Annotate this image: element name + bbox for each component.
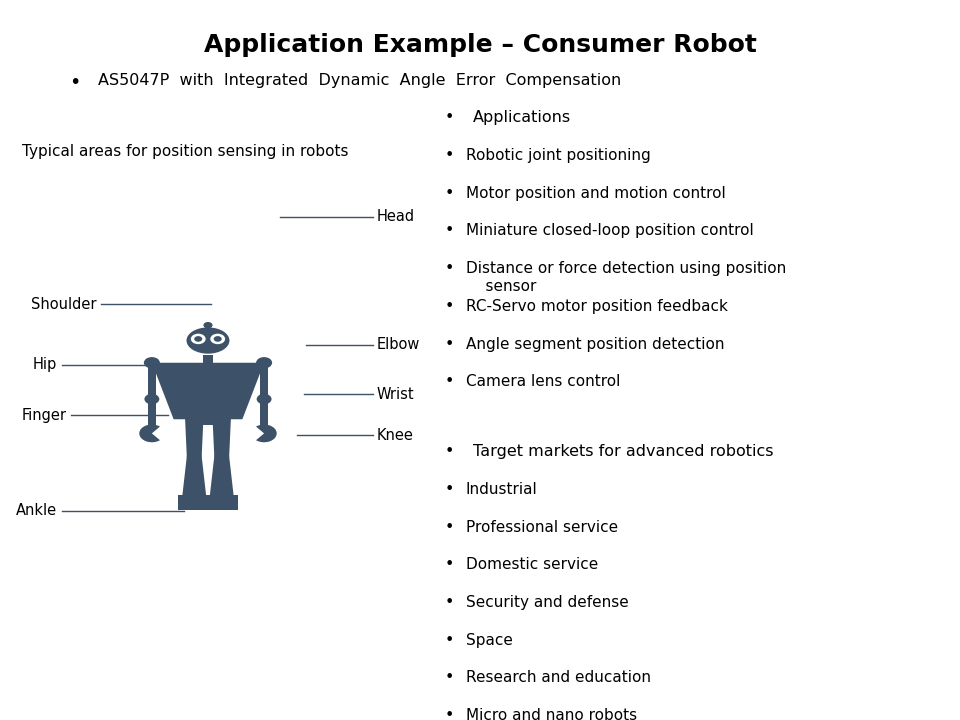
Circle shape xyxy=(187,417,202,428)
Text: •: • xyxy=(444,186,454,201)
Bar xyxy=(189,419,227,426)
Circle shape xyxy=(256,394,272,405)
Bar xyxy=(197,383,219,400)
Text: Distance or force detection using position
    sensor: Distance or force detection using positi… xyxy=(466,261,786,294)
Ellipse shape xyxy=(186,328,229,354)
Polygon shape xyxy=(205,495,238,510)
Text: Knee: Knee xyxy=(377,428,414,443)
Text: •: • xyxy=(444,633,454,647)
Text: •: • xyxy=(444,670,454,685)
Text: •: • xyxy=(444,336,454,351)
Text: Applications: Applications xyxy=(473,110,571,125)
Text: Industrial: Industrial xyxy=(466,482,538,497)
Text: RC-Servo motor position feedback: RC-Servo motor position feedback xyxy=(466,299,728,314)
Text: •: • xyxy=(444,110,454,125)
Text: Wrist: Wrist xyxy=(377,387,415,402)
Circle shape xyxy=(210,333,226,344)
Text: •: • xyxy=(444,557,454,572)
Bar xyxy=(148,363,156,399)
Circle shape xyxy=(215,492,228,501)
Circle shape xyxy=(256,357,272,369)
Text: Robotic joint positioning: Robotic joint positioning xyxy=(466,148,651,163)
Circle shape xyxy=(144,357,160,369)
Text: Application Example – Consumer Robot: Application Example – Consumer Robot xyxy=(204,33,756,57)
Text: Target markets for advanced robotics: Target markets for advanced robotics xyxy=(473,444,774,459)
Text: Space: Space xyxy=(466,633,513,647)
Polygon shape xyxy=(209,456,233,497)
Polygon shape xyxy=(260,399,268,429)
Circle shape xyxy=(204,322,212,328)
Text: Micro and nano robots: Micro and nano robots xyxy=(466,708,636,720)
Text: Miniature closed-loop position control: Miniature closed-loop position control xyxy=(466,223,754,238)
Text: Camera lens control: Camera lens control xyxy=(466,374,620,390)
Polygon shape xyxy=(182,456,206,497)
Text: Head: Head xyxy=(377,210,415,224)
Text: Professional service: Professional service xyxy=(466,520,618,534)
Text: Ankle: Ankle xyxy=(16,503,58,518)
Text: •: • xyxy=(444,708,454,720)
Bar xyxy=(260,363,268,399)
Circle shape xyxy=(187,451,202,462)
Text: •: • xyxy=(444,520,454,534)
Text: •: • xyxy=(444,261,454,276)
Polygon shape xyxy=(212,419,231,456)
Circle shape xyxy=(188,492,201,501)
Text: •: • xyxy=(444,595,454,610)
Circle shape xyxy=(214,417,229,428)
Text: •: • xyxy=(444,299,454,314)
Text: •: • xyxy=(444,482,454,497)
Text: Elbow: Elbow xyxy=(377,337,420,352)
Text: Hip: Hip xyxy=(33,357,58,372)
Circle shape xyxy=(194,336,203,342)
Text: AS5047P  with  Integrated  Dynamic  Angle  Error  Compensation: AS5047P with Integrated Dynamic Angle Er… xyxy=(98,73,621,89)
Text: Finger: Finger xyxy=(22,408,67,423)
Circle shape xyxy=(214,336,222,342)
Text: Security and defense: Security and defense xyxy=(466,595,629,610)
Polygon shape xyxy=(148,399,156,429)
Text: •: • xyxy=(444,444,454,459)
Text: Domestic service: Domestic service xyxy=(466,557,598,572)
Wedge shape xyxy=(256,425,276,442)
Bar xyxy=(206,328,209,334)
Polygon shape xyxy=(152,363,264,419)
Text: Angle segment position detection: Angle segment position detection xyxy=(466,336,724,351)
Text: Typical areas for position sensing in robots: Typical areas for position sensing in ro… xyxy=(22,144,348,159)
Polygon shape xyxy=(179,495,210,510)
Text: •: • xyxy=(69,73,81,92)
Polygon shape xyxy=(185,419,204,456)
Text: Research and education: Research and education xyxy=(466,670,651,685)
Text: •: • xyxy=(444,148,454,163)
Circle shape xyxy=(214,451,229,462)
Text: •: • xyxy=(444,223,454,238)
Wedge shape xyxy=(139,425,160,442)
Circle shape xyxy=(191,333,205,344)
Text: •: • xyxy=(444,374,454,390)
Bar xyxy=(204,356,212,364)
Circle shape xyxy=(144,394,159,405)
Text: Motor position and motion control: Motor position and motion control xyxy=(466,186,726,201)
Text: Shoulder: Shoulder xyxy=(31,297,96,312)
